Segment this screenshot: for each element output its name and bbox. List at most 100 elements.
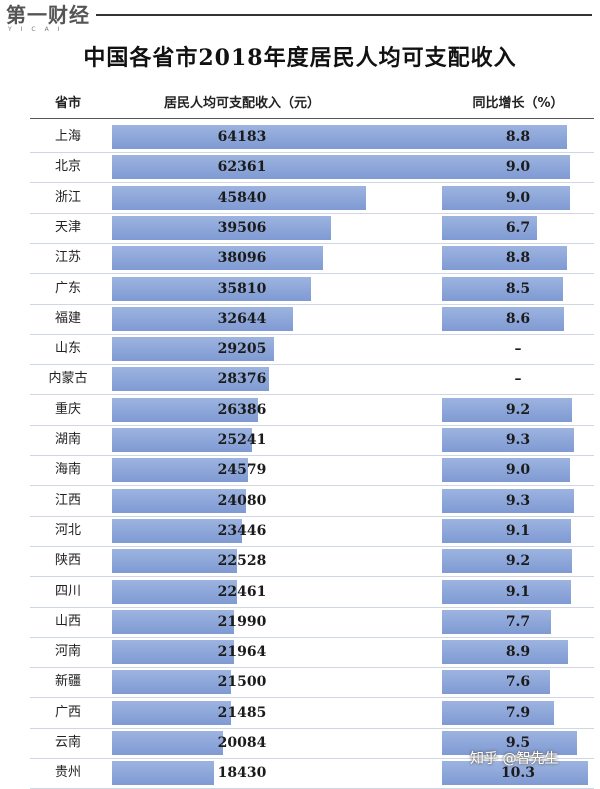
growth-value: 9.3 bbox=[505, 492, 531, 509]
income-value: 25241 bbox=[217, 432, 267, 448]
table-row: 福建 32644 8.6 bbox=[30, 304, 594, 335]
growth-value: 9.1 bbox=[505, 522, 531, 539]
table-row: 天津 39506 6.7 bbox=[30, 213, 594, 244]
income-bar bbox=[112, 518, 242, 543]
income-bar bbox=[112, 155, 458, 180]
table-row: 广西 21485 7.9 bbox=[30, 698, 594, 729]
income-bar bbox=[112, 670, 232, 695]
growth-value: 9.2 bbox=[505, 401, 531, 418]
growth-bar bbox=[442, 276, 563, 301]
province-label: 陕西 bbox=[54, 553, 81, 569]
growth-bar bbox=[442, 731, 577, 755]
income-value: 29205 bbox=[217, 341, 267, 358]
growth-value: 9.1 bbox=[505, 583, 531, 600]
growth-value: 8.5 bbox=[505, 280, 531, 297]
growth-bar bbox=[442, 397, 573, 422]
growth-value: 8.8 bbox=[505, 250, 531, 267]
province-label: 山西 bbox=[54, 613, 81, 629]
income-value: 38096 bbox=[217, 250, 267, 267]
province-label: 上海 bbox=[54, 129, 81, 144]
income-value: 24080 bbox=[217, 492, 267, 509]
growth-value: 7.7 bbox=[505, 613, 531, 630]
table-row: 河北 23446 9.1 bbox=[30, 516, 594, 547]
growth-bar bbox=[442, 518, 571, 543]
yicai-logo: 第一财经 YICAI bbox=[6, 4, 90, 34]
province-label: 北京 bbox=[54, 159, 81, 175]
province-label: 新疆 bbox=[54, 674, 81, 690]
income-bar bbox=[112, 125, 468, 149]
province-label: 重庆 bbox=[54, 401, 81, 417]
growth-value: 10.3 bbox=[500, 765, 536, 782]
income-bar bbox=[112, 276, 311, 301]
growth-value: 9.0 bbox=[505, 462, 531, 479]
table-row: 江苏 38096 8.8 bbox=[30, 243, 594, 275]
income-bar bbox=[112, 488, 246, 513]
province-label: 河南 bbox=[54, 644, 81, 660]
top-rule bbox=[96, 14, 592, 16]
table-row: 江西 24080 9.3 bbox=[30, 486, 594, 517]
growth-bar bbox=[442, 488, 574, 513]
income-value: 26386 bbox=[217, 401, 267, 418]
income-value: 64183 bbox=[217, 129, 267, 145]
table-row: 广东 35810 8.5 bbox=[30, 274, 594, 305]
growth-value: 9.0 bbox=[505, 159, 531, 176]
table-row: 北京 62361 9.0 bbox=[30, 152, 594, 184]
growth-value: 9.5 bbox=[505, 735, 531, 751]
income-value: 45840 bbox=[217, 189, 267, 206]
growth-value: 8.9 bbox=[505, 644, 531, 661]
income-value: 22528 bbox=[217, 553, 267, 570]
income-bar bbox=[112, 428, 252, 452]
income-bar bbox=[112, 246, 324, 271]
income-bar bbox=[112, 367, 270, 392]
income-value: 35810 bbox=[217, 280, 267, 297]
income-value: 62361 bbox=[217, 159, 267, 176]
header-income: 居民人均可支配收入（元） bbox=[163, 96, 320, 111]
income-bar bbox=[112, 579, 237, 604]
income-value: 21500 bbox=[217, 674, 267, 691]
growth-value: – bbox=[514, 341, 522, 358]
table-row: 内蒙古 28376 – bbox=[30, 364, 594, 396]
growth-bar bbox=[442, 579, 571, 604]
header-rule bbox=[30, 118, 594, 119]
province-label: 江苏 bbox=[54, 250, 81, 266]
province-label: 广东 bbox=[54, 280, 81, 296]
growth-bar bbox=[442, 700, 554, 725]
province-label: 海南 bbox=[54, 462, 81, 478]
growth-bar bbox=[442, 306, 564, 331]
province-label: 广西 bbox=[54, 704, 81, 720]
table-row: 重庆 26386 9.2 bbox=[30, 395, 594, 426]
income-bar bbox=[112, 609, 234, 634]
province-label: 湖南 bbox=[54, 432, 81, 447]
table-row: 山西 21990 7.7 bbox=[30, 607, 594, 638]
income-bar bbox=[112, 306, 294, 331]
income-bar bbox=[112, 640, 234, 665]
header-growth: 同比增长（%） bbox=[472, 96, 564, 111]
growth-bar bbox=[442, 609, 552, 634]
watermark: 知乎 @智先生 bbox=[470, 751, 559, 767]
income-value: 22461 bbox=[217, 583, 267, 600]
province-label: 天津 bbox=[54, 219, 81, 235]
table-row: 湖南 25241 9.3 bbox=[30, 425, 594, 456]
province-label: 云南 bbox=[54, 735, 81, 750]
growth-bar bbox=[442, 185, 570, 210]
income-value: 24579 bbox=[217, 462, 267, 479]
income-value: 18430 bbox=[217, 765, 267, 782]
growth-value: – bbox=[514, 371, 522, 388]
chart-title: 中国各省市2018年度居民人均可支配收入 bbox=[83, 45, 517, 71]
income-bar bbox=[112, 761, 215, 786]
growth-bar bbox=[442, 549, 573, 574]
growth-bar bbox=[442, 155, 570, 180]
income-value: 28376 bbox=[217, 371, 267, 388]
table-row: 海南 24579 9.0 bbox=[30, 455, 594, 487]
growth-value: 9.3 bbox=[505, 432, 531, 448]
province-label: 福建 bbox=[54, 310, 81, 326]
growth-bar bbox=[442, 458, 570, 483]
table-row: 山东 29205 – bbox=[30, 334, 594, 366]
growth-value: 7.9 bbox=[505, 704, 531, 721]
income-bar bbox=[112, 185, 367, 210]
province-label: 山东 bbox=[54, 341, 81, 357]
table-row: 河南 21964 8.9 bbox=[30, 637, 594, 669]
income-bar bbox=[112, 458, 249, 483]
growth-value: 6.7 bbox=[505, 219, 531, 236]
table-row: 云南 20084 9.5 bbox=[30, 728, 594, 759]
